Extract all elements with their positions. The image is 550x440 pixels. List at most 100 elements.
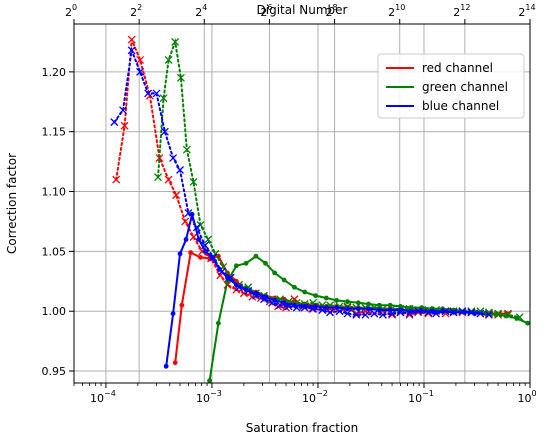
blue-measured-point [263, 294, 268, 300]
blue-measured-point [355, 306, 361, 312]
blue-model-marker [119, 106, 127, 115]
blue-measured-point [225, 275, 230, 281]
red-measured-point [198, 254, 203, 260]
y-tick-label: 0.95 [42, 365, 67, 378]
blue-measured-point [408, 308, 414, 314]
series-layer [110, 35, 531, 384]
blue-measured-point [398, 307, 403, 313]
blue-model-marker [476, 309, 485, 318]
blue-model-marker [127, 46, 136, 55]
blue-measured-point [203, 248, 208, 254]
red-model-marker [127, 35, 136, 44]
green-measured-point [504, 313, 509, 319]
blue-measured-point [334, 305, 340, 311]
blue-model-marker [352, 310, 361, 319]
green-model-marker [171, 37, 180, 46]
blue-measured-point [440, 308, 446, 314]
blue-measured-point [163, 363, 169, 369]
green-measured-point [207, 378, 212, 384]
green-measured-point [514, 315, 520, 321]
blue-measured-point [253, 290, 259, 296]
blue-model-marker [484, 310, 493, 319]
green-measured-point [215, 320, 221, 326]
green-measured-point [525, 320, 531, 326]
green-measured-point [366, 301, 371, 307]
green-measured-point [243, 260, 249, 266]
blue-measured-point [451, 309, 456, 315]
blue-model-marker [176, 166, 184, 174]
blue-measured-point [345, 306, 350, 312]
blue-measured-point [183, 237, 189, 242]
blue-model-marker [226, 273, 235, 282]
green-measured-point [292, 284, 297, 290]
blue-measured-point [302, 304, 308, 309]
green-measured-point [281, 277, 287, 283]
red-model-marker [181, 217, 190, 226]
blue-measured-point [209, 254, 215, 260]
plot-frame [73, 23, 531, 384]
top-x-axis-label: Digital Number [257, 3, 348, 17]
legend-label-red: red channel [422, 61, 493, 75]
blue-measured-point [281, 300, 287, 306]
y-tick-label: 1.15 [42, 126, 67, 139]
green-model-marker [176, 73, 185, 82]
y-tick-label: 1.00 [42, 305, 67, 318]
blue-measured-point [189, 211, 195, 217]
green-measured-point [323, 295, 329, 301]
green-measured-point [387, 302, 393, 308]
blue-measured-point [177, 251, 183, 257]
blue-measured-point [472, 311, 477, 316]
red-measured-point [179, 302, 185, 308]
green-measured-point [493, 312, 499, 318]
blue-model-marker [110, 118, 119, 127]
blue-model-marker [160, 127, 169, 136]
green-model-marker [159, 94, 168, 103]
blue-measured-point [323, 305, 329, 311]
blue-model-marker [370, 309, 379, 318]
green-measured-point [345, 299, 350, 305]
green-measured-point [302, 289, 308, 295]
green-model-marker [204, 235, 213, 244]
green-model-marker [154, 173, 162, 182]
legend-label-green: green channel [422, 80, 508, 94]
green-measured-point [355, 300, 361, 306]
legend-label-blue: blue channel [422, 99, 499, 113]
blue-measured-point [377, 307, 382, 313]
red-model-marker [112, 175, 121, 184]
green-model-marker [164, 55, 173, 64]
y-axis-label: Correction factor [5, 153, 19, 254]
green-measured-point [253, 253, 259, 259]
red-model-marker [136, 55, 145, 64]
red-measured-point [172, 360, 178, 366]
blue-series [110, 46, 493, 369]
blue-measured-point [461, 309, 467, 315]
blue-model-marker [361, 310, 370, 319]
green-measured-point [233, 263, 239, 269]
red-model-marker [352, 309, 361, 318]
y-tick-label: 1.05 [42, 245, 67, 258]
red-model-marker [164, 175, 173, 184]
green-measured-point [334, 298, 340, 303]
blue-measured-point [233, 282, 239, 288]
green-measured-point [313, 293, 318, 299]
blue-measured-point [313, 304, 318, 309]
blue-measured-point [243, 287, 249, 293]
blue-model-marker [378, 310, 387, 319]
blue-model-marker [326, 308, 334, 317]
blue-measured-point [272, 298, 278, 303]
x-axis-label: Saturation fraction [246, 421, 358, 435]
blue-measured-point [366, 306, 371, 312]
blue-measured-point [217, 266, 222, 272]
green-measured-point [377, 302, 382, 308]
green-measured-point [398, 304, 403, 309]
green-model-marker [182, 145, 191, 154]
y-tick-label: 1.20 [42, 66, 67, 79]
legend: red channel green channel blue channel [377, 53, 525, 119]
green-model-marker [196, 221, 205, 229]
red-measured-point [188, 250, 194, 255]
blue-measured-point [429, 308, 435, 314]
blue-model-marker [169, 154, 178, 162]
red-model-marker [172, 191, 181, 200]
